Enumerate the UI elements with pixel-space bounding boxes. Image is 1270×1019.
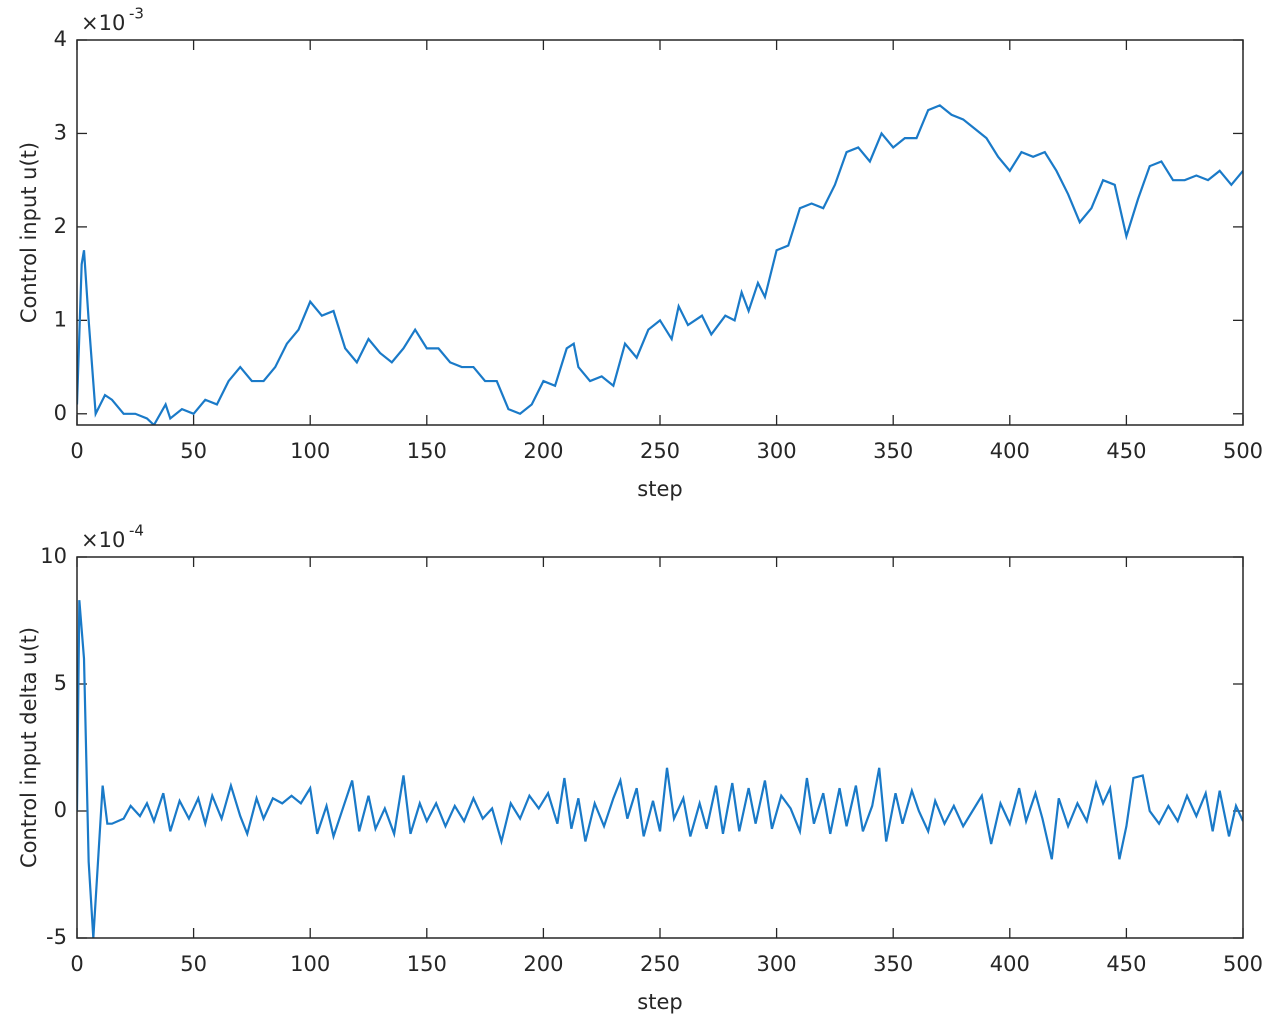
y-tick-label: 1 — [54, 307, 67, 331]
data-line — [77, 600, 1243, 938]
x-tick-label: 250 — [640, 952, 680, 976]
y-tick-label: 0 — [54, 401, 67, 425]
y-tick-label: 0 — [54, 798, 67, 822]
x-tick-label: 300 — [757, 439, 797, 463]
x-axis-label: step — [637, 477, 682, 501]
x-tick-label: 0 — [70, 952, 83, 976]
axes-box — [76, 556, 1244, 939]
axes-background — [77, 557, 1243, 938]
x-tick-label: 350 — [873, 952, 913, 976]
x-tick-label: 50 — [180, 439, 207, 463]
x-tick-label: 500 — [1223, 952, 1263, 976]
x-tick-label: 0 — [70, 439, 83, 463]
x-tick-label: 300 — [757, 952, 797, 976]
data-line — [77, 104, 1243, 425]
x-tick-label: 450 — [1106, 952, 1146, 976]
x-tick-label: 250 — [640, 439, 680, 463]
x-tick-label: 400 — [990, 439, 1030, 463]
y-tick-label: 10 — [40, 544, 67, 568]
x-tick-label: 50 — [180, 952, 207, 976]
y-tick-label: -5 — [46, 925, 67, 949]
x-axis-label: step — [637, 990, 682, 1014]
y-tick-label: 2 — [54, 214, 67, 238]
y-exponent: -3 — [129, 5, 144, 23]
y-multiplier: ×10 — [81, 11, 125, 35]
x-tick-label: 200 — [523, 439, 563, 463]
x-tick-label: 350 — [873, 439, 913, 463]
x-tick-label: 100 — [290, 439, 330, 463]
x-tick-label: 500 — [1223, 439, 1263, 463]
y-axis-label: Control input u(t) — [17, 142, 41, 323]
axes-background — [77, 40, 1243, 425]
x-tick-label: 150 — [407, 439, 447, 463]
y-exponent: -4 — [129, 522, 144, 540]
y-tick-label: 4 — [54, 27, 67, 51]
y-tick-label: 5 — [54, 671, 67, 695]
axes-box — [76, 39, 1244, 426]
y-axis-label: Control input delta u(t) — [17, 627, 41, 868]
x-tick-label: 400 — [990, 952, 1030, 976]
x-tick-label: 200 — [523, 952, 563, 976]
x-tick-label: 150 — [407, 952, 447, 976]
x-tick-label: 100 — [290, 952, 330, 976]
x-tick-label: 450 — [1106, 439, 1146, 463]
y-tick-label: 3 — [54, 120, 67, 144]
y-multiplier: ×10 — [81, 528, 125, 552]
